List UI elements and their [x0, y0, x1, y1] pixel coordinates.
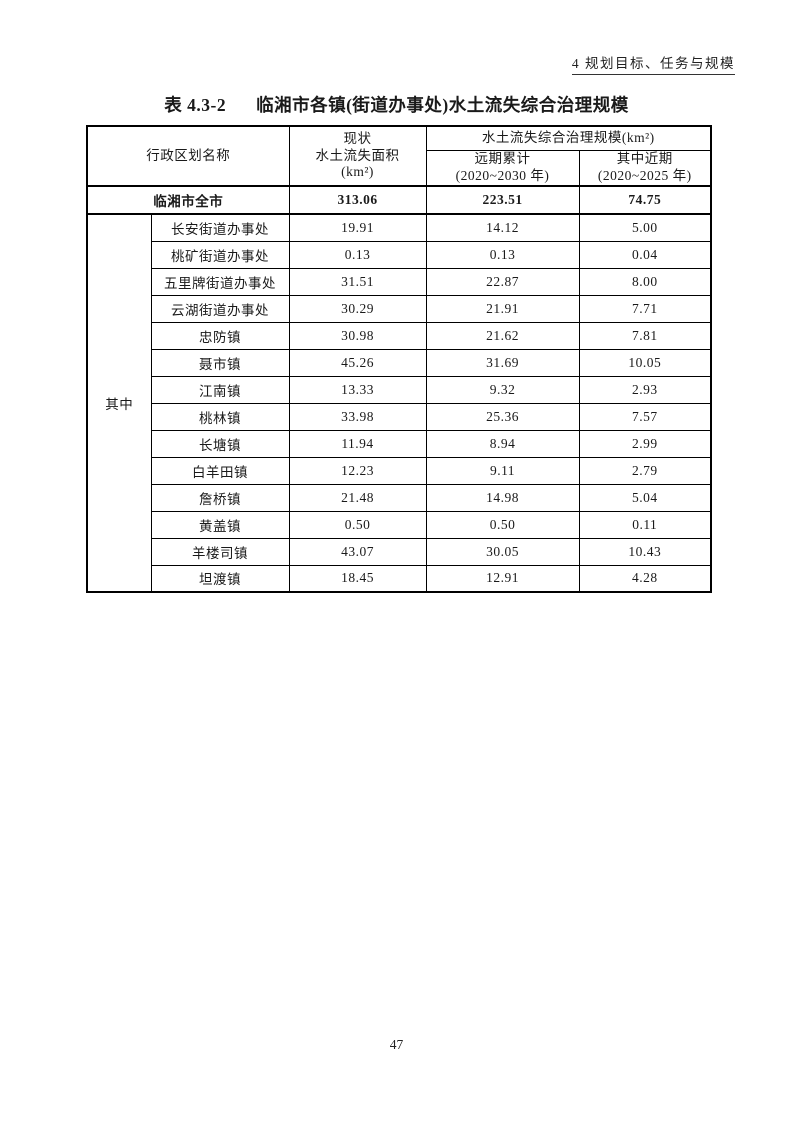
table-caption: 表 4.3-2 临湘市各镇(街道办事处)水土流失综合治理规模 — [0, 92, 793, 117]
row-name: 黄盖镇 — [150, 510, 290, 539]
col-header-current-line2: 水土流失面积 — [315, 147, 400, 163]
total-current-value: 313.06 — [288, 185, 427, 215]
table-row: 詹桥镇 21.48 14.98 5.04 — [87, 483, 712, 512]
row-current-value: 30.29 — [288, 294, 427, 323]
table-row: 坦渡镇 18.45 12.91 4.28 — [87, 564, 712, 593]
row-name: 长安街道办事处 — [150, 213, 290, 242]
row-name: 忠防镇 — [150, 321, 290, 350]
total-row-name: 临湘市全市 — [86, 185, 290, 215]
row-nearterm-value: 10.05 — [578, 348, 712, 377]
col-header-treatment-group: 水土流失综合治理规模(km²) — [425, 125, 712, 151]
row-longterm-value: 14.98 — [425, 483, 580, 512]
col-header-longterm-line2: (2020~2030 年) — [455, 167, 550, 183]
row-longterm-value: 8.94 — [425, 429, 580, 458]
table-header-row-1: 行政区划名称 现状 水土流失面积 (km²) 水土流失综合治理规模(km²) — [86, 125, 712, 187]
row-name: 羊楼司镇 — [150, 537, 290, 566]
row-name: 聂市镇 — [150, 348, 290, 377]
row-name: 詹桥镇 — [150, 483, 290, 512]
row-name: 云湖街道办事处 — [150, 294, 290, 323]
row-nearterm-value: 5.00 — [578, 213, 712, 242]
section-header: 4 规划目标、任务与规模 — [571, 52, 735, 75]
table-row: 云湖街道办事处 30.29 21.91 7.71 — [87, 294, 712, 323]
row-longterm-value: 21.62 — [425, 321, 580, 350]
row-longterm-value: 31.69 — [425, 348, 580, 377]
col-header-nearterm-line2: (2020~2025 年) — [597, 167, 692, 183]
row-name: 长塘镇 — [150, 429, 290, 458]
soil-erosion-table-container: 行政区划名称 现状 水土流失面积 (km²) 水土流失综合治理规模(km²) 远… — [86, 125, 713, 593]
table-row: 江南镇 13.33 9.32 2.93 — [87, 375, 712, 404]
col-header-nearterm-line1: 其中近期 — [616, 151, 673, 167]
row-nearterm-value: 4.28 — [578, 564, 712, 593]
row-name: 桃林镇 — [150, 402, 290, 431]
row-longterm-value: 12.91 — [425, 564, 580, 593]
col-header-current-area: 现状 水土流失面积 (km²) — [288, 125, 427, 187]
row-longterm-value: 9.11 — [425, 456, 580, 485]
col-header-current-line3: (km²) — [341, 164, 374, 180]
row-name: 桃矿街道办事处 — [150, 240, 290, 269]
row-name: 坦渡镇 — [150, 564, 290, 593]
row-current-value: 33.98 — [288, 402, 427, 431]
table-row: 五里牌街道办事处 31.51 22.87 8.00 — [87, 267, 712, 296]
row-current-value: 11.94 — [288, 429, 427, 458]
table-row: 黄盖镇 0.50 0.50 0.11 — [87, 510, 712, 539]
row-nearterm-value: 2.99 — [578, 429, 712, 458]
row-longterm-value: 14.12 — [425, 213, 580, 242]
total-longterm-value: 223.51 — [425, 185, 580, 215]
row-longterm-value: 9.32 — [425, 375, 580, 404]
table-row-citywide-total: 临湘市全市 313.06 223.51 74.75 — [86, 185, 712, 215]
row-current-value: 31.51 — [288, 267, 427, 296]
row-longterm-value: 25.36 — [425, 402, 580, 431]
table-caption-title: 临湘市各镇(街道办事处)水土流失综合治理规模 — [256, 95, 629, 115]
table-row: 忠防镇 30.98 21.62 7.81 — [87, 321, 712, 350]
row-name: 白羊田镇 — [150, 456, 290, 485]
row-longterm-value: 0.50 — [425, 510, 580, 539]
row-current-value: 0.13 — [288, 240, 427, 269]
row-current-value: 19.91 — [288, 213, 427, 242]
row-nearterm-value: 8.00 — [578, 267, 712, 296]
table-row: 长塘镇 11.94 8.94 2.99 — [87, 429, 712, 458]
row-longterm-value: 0.13 — [425, 240, 580, 269]
page-number: 47 — [389, 1037, 404, 1052]
row-nearterm-value: 10.43 — [578, 537, 712, 566]
table-header-row-2: 远期累计 (2020~2030 年) 其中近期 (2020~2025 年) — [87, 149, 712, 187]
soil-erosion-table: 行政区划名称 现状 水土流失面积 (km²) 水土流失综合治理规模(km²) 远… — [86, 125, 713, 593]
table-row: 白羊田镇 12.23 9.11 2.79 — [87, 456, 712, 485]
row-longterm-value: 21.91 — [425, 294, 580, 323]
row-current-value: 43.07 — [288, 537, 427, 566]
col-header-nearterm: 其中近期 (2020~2025 年) — [578, 149, 712, 187]
row-longterm-value: 22.87 — [425, 267, 580, 296]
table-row: 其中 长安街道办事处 19.91 14.12 5.00 — [86, 213, 712, 593]
row-name: 五里牌街道办事处 — [150, 267, 290, 296]
total-nearterm-value: 74.75 — [578, 185, 712, 215]
row-nearterm-value: 7.57 — [578, 402, 712, 431]
row-current-value: 18.45 — [288, 564, 427, 593]
table-row: 聂市镇 45.26 31.69 10.05 — [87, 348, 712, 377]
table-caption-label: 表 4.3-2 — [164, 95, 227, 115]
row-nearterm-value: 2.79 — [578, 456, 712, 485]
row-nearterm-value: 5.04 — [578, 483, 712, 512]
row-nearterm-value: 7.81 — [578, 321, 712, 350]
row-current-value: 13.33 — [288, 375, 427, 404]
row-name: 江南镇 — [150, 375, 290, 404]
row-nearterm-value: 0.04 — [578, 240, 712, 269]
row-current-value: 0.50 — [288, 510, 427, 539]
row-current-value: 30.98 — [288, 321, 427, 350]
col-header-longterm-line1: 远期累计 — [474, 151, 531, 167]
row-current-value: 21.48 — [288, 483, 427, 512]
table-row: 桃矿街道办事处 0.13 0.13 0.04 — [87, 240, 712, 269]
table-row: 桃林镇 33.98 25.36 7.57 — [87, 402, 712, 431]
col-header-current-line1: 现状 — [343, 131, 372, 147]
table-row: 羊楼司镇 43.07 30.05 10.43 — [87, 537, 712, 566]
col-header-longterm: 远期累计 (2020~2030 年) — [425, 149, 580, 187]
group-label-cell: 其中 — [86, 213, 152, 593]
row-nearterm-value: 0.11 — [578, 510, 712, 539]
row-nearterm-value: 7.71 — [578, 294, 712, 323]
row-current-value: 45.26 — [288, 348, 427, 377]
row-current-value: 12.23 — [288, 456, 427, 485]
row-nearterm-value: 2.93 — [578, 375, 712, 404]
row-longterm-value: 30.05 — [425, 537, 580, 566]
col-header-admin-name: 行政区划名称 — [86, 125, 290, 187]
